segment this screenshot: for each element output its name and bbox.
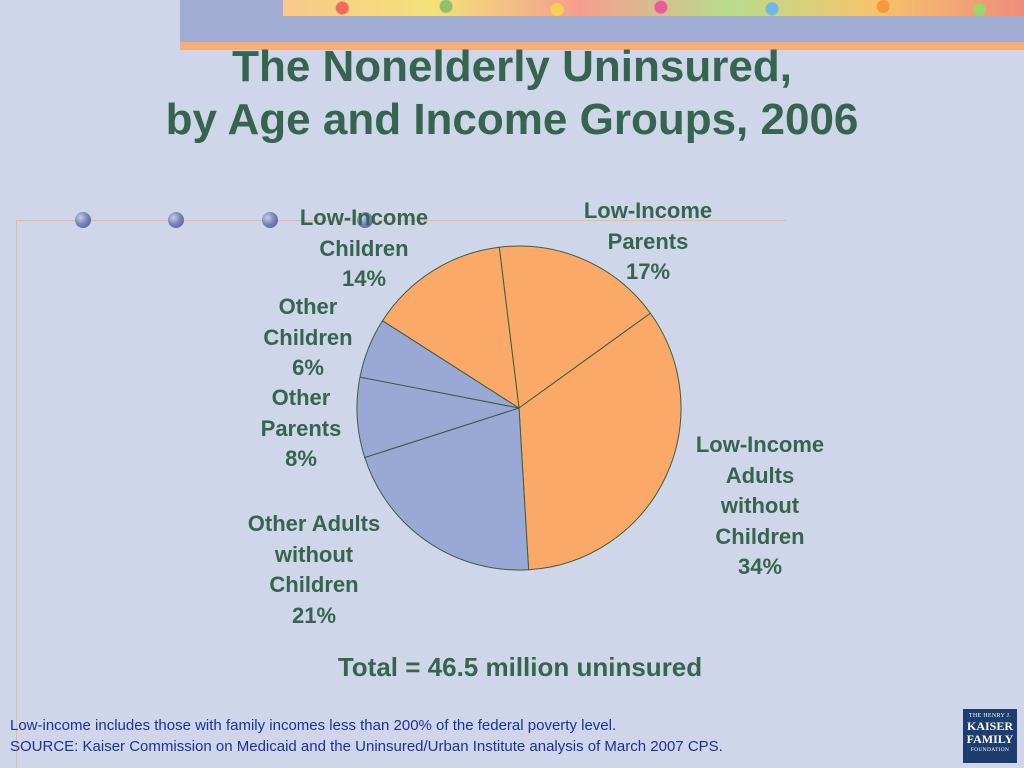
pie-label-2: Low-Income Adults without Children 34% <box>696 430 824 583</box>
slide-title-line-1: The Nonelderly Uninsured, <box>232 42 792 91</box>
pie-label-4-line-2: Parents <box>260 415 342 441</box>
bullet-dot-2 <box>168 212 184 228</box>
pie-label-3-percent: 21% <box>291 602 337 628</box>
pie-label-2-line-3: without <box>720 493 800 518</box>
bullet-dot-4 <box>357 212 373 228</box>
slide-title-line-2: by Age and Income Groups, 2006 <box>165 95 859 144</box>
pie-label-4-percent: 8% <box>285 446 317 471</box>
pie-label-1-percent: 17% <box>625 259 671 284</box>
pie-label-6-line-1: Low-Income <box>299 205 429 230</box>
pie-slice-3 <box>364 407 530 571</box>
logo-line-3: FAMILY <box>966 732 1014 746</box>
slide-title: The Nonelderly Uninsured, by Age and Inc… <box>0 40 1024 146</box>
logo-line-2: KAISER <box>966 719 1013 733</box>
pie-label-6-line-2: Children <box>319 235 409 261</box>
pie-label-5-line-1: Other <box>278 294 338 319</box>
pie-label-1-line-1: Low-Income <box>583 198 713 223</box>
pie-slice-6 <box>381 246 520 409</box>
left-rule-line <box>16 220 17 768</box>
pie-label-4: Other Parents 8% <box>261 383 342 475</box>
pie-label-3-line-2: without <box>274 541 354 567</box>
pie-label-4-line-1: Other <box>271 385 331 410</box>
total-uninsured: Total = 46.5 million uninsured <box>337 652 703 682</box>
footnote-definition: Low-income includes those with family in… <box>10 717 617 734</box>
pie-slice-1 <box>498 245 652 409</box>
pie-label-6: Low-Income Children 14% <box>300 203 428 295</box>
pie-label-3: Other Adults without Children 21% <box>248 509 380 631</box>
pie-label-3-line-3: Children <box>269 572 359 597</box>
footnote-source: SOURCE: Kaiser Commission on Medicaid an… <box>10 738 723 755</box>
pie-label-1: Low-Income Parents 17% <box>584 196 712 288</box>
pie-label-6-percent: 14% <box>341 266 387 291</box>
decorative-floral-strip <box>283 0 1024 16</box>
pie-label-2-percent: 34% <box>737 554 783 579</box>
kaiser-family-foundation-logo: THE HENRY J. KAISER FAMILY FOUNDATION <box>963 709 1017 763</box>
header-accent-stripe <box>180 42 1024 50</box>
pie-slice-2 <box>518 312 682 571</box>
pie-label-5: Other Children 6% <box>263 292 352 384</box>
logo-line-4: FOUNDATION <box>970 747 1010 753</box>
top-rule-line <box>16 220 786 221</box>
pie-label-2-line-4: Children <box>715 523 805 549</box>
bullet-dot-1 <box>75 212 91 228</box>
logo-line-1: THE HENRY J. <box>968 713 1012 719</box>
pie-label-5-percent: 6% <box>292 355 324 380</box>
pie-label-5-line-2: Children <box>263 324 353 350</box>
bullet-dot-3 <box>262 212 278 228</box>
pie-label-2-line-2: Adults <box>725 462 795 488</box>
pie-label-3-line-1: Other Adults <box>247 511 381 536</box>
pie-label-2-line-1: Low-Income <box>695 432 825 457</box>
pie-label-1-line-2: Parents <box>607 228 689 254</box>
